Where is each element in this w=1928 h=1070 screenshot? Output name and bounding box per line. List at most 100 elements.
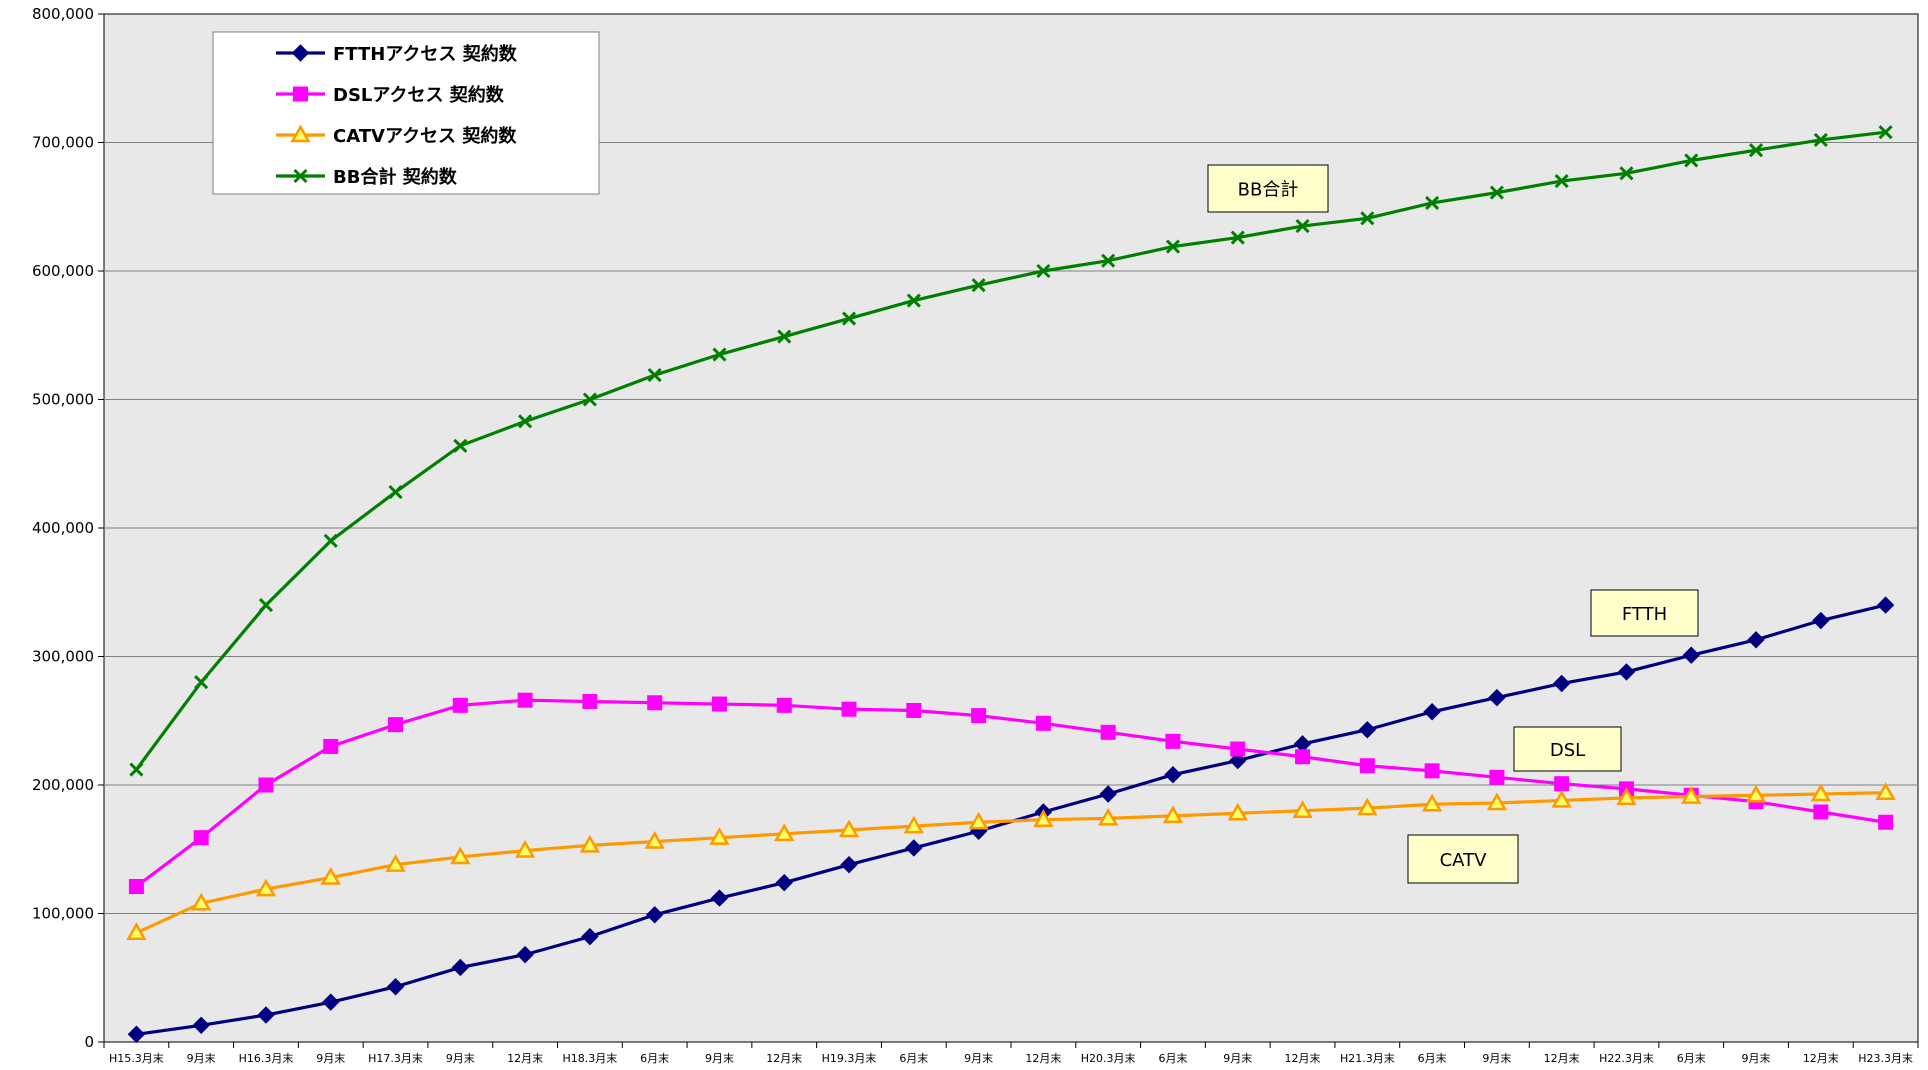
data-point-square xyxy=(1035,715,1051,731)
data-point-x xyxy=(1813,132,1828,147)
data-point-square xyxy=(711,696,727,712)
data-point-triangle xyxy=(385,854,406,872)
data-point-x xyxy=(453,438,468,453)
series-line-triangle xyxy=(135,791,1886,935)
x-tick-label: H21.3月末 xyxy=(1340,1051,1395,1065)
x-tick-label: H19.3月末 xyxy=(822,1051,877,1065)
x-tick-label: H15.3月末 xyxy=(109,1051,164,1065)
x-tick-label: 9月末 xyxy=(1742,1051,1771,1065)
data-point-diamond xyxy=(775,873,793,892)
data-point-diamond xyxy=(1488,688,1506,707)
legend-label: CATVアクセス 契約数 xyxy=(333,125,517,147)
data-point-diamond xyxy=(1747,631,1765,649)
x-tick-label: 9月末 xyxy=(187,1051,216,1065)
y-tick-label: 100,000 xyxy=(32,905,94,923)
data-point-diamond xyxy=(1164,766,1182,784)
legend-box xyxy=(212,31,600,195)
x-tick-label: 6月末 xyxy=(1677,1051,1706,1065)
y-tick-label: 600,000 xyxy=(32,262,94,280)
data-point-square xyxy=(517,692,533,708)
x-tick-label: 12月末 xyxy=(1285,1051,1321,1065)
annotation-label: DSL xyxy=(1513,726,1622,772)
gridlines xyxy=(104,142,1918,914)
data-point-x xyxy=(1165,239,1181,254)
legend-item: DSLアクセス 契約数 xyxy=(276,84,505,106)
data-point-triangle xyxy=(1810,783,1831,802)
data-point-diamond xyxy=(840,855,858,874)
x-tick-label: 12月末 xyxy=(1025,1051,1061,1065)
x-tick-label: H17.3月末 xyxy=(368,1051,423,1065)
data-point-triangle xyxy=(514,840,536,858)
data-point-triangle xyxy=(191,892,212,911)
data-point-triangle xyxy=(1033,809,1054,827)
data-point-diamond xyxy=(1552,674,1571,693)
data-point-diamond xyxy=(1682,646,1700,664)
data-point-diamond xyxy=(322,993,340,1011)
x-tick-label: 9月末 xyxy=(1223,1051,1252,1065)
data-point-x xyxy=(388,484,403,500)
x-tick-label: 6月末 xyxy=(1418,1051,1447,1065)
data-point-triangle xyxy=(1551,789,1572,808)
data-point-diamond xyxy=(1812,611,1830,630)
data-point-x xyxy=(777,329,792,344)
data-point-triangle xyxy=(320,867,341,885)
annotation-label: CATV xyxy=(1407,834,1519,884)
y-tick-label: 200,000 xyxy=(32,776,94,794)
legend-item: FTTHアクセス 契約数 xyxy=(276,43,518,65)
data-point-diamond xyxy=(516,945,534,964)
data-point-x xyxy=(1619,166,1634,181)
data-point-triangle xyxy=(774,823,795,842)
data-point-triangle xyxy=(1098,807,1119,826)
annotation-box xyxy=(1513,726,1622,772)
data-point-triangle xyxy=(838,819,860,838)
annotation-label: BB合計 xyxy=(1207,164,1329,213)
data-point-x xyxy=(841,311,857,326)
data-point-square xyxy=(841,701,857,717)
y-tick-label: 500,000 xyxy=(32,391,94,409)
data-point-diamond xyxy=(905,839,923,857)
data-point-x xyxy=(258,598,274,613)
data-point-x xyxy=(1489,185,1504,200)
legend: FTTHアクセス 契約数 DSLアクセス 契約数 CATVアクセス 契約数 BB合計 … xyxy=(212,31,600,195)
x-tick-label: 6月末 xyxy=(899,1051,928,1065)
legend-swatch-marker xyxy=(293,86,308,102)
data-point-square xyxy=(323,738,339,754)
data-point-square xyxy=(1230,741,1246,757)
y-tick-label: 800,000 xyxy=(32,5,94,23)
x-tick-label: 9月末 xyxy=(705,1051,734,1065)
data-point-triangle xyxy=(1681,786,1702,804)
annotation-text: CATV xyxy=(1440,850,1487,871)
x-tick-label: 9月末 xyxy=(964,1051,993,1065)
x-axis-ticks: H15.3月末 9月末 H16.3月末 9月末 H17.3月末 9月末 12月末 H18.3月… xyxy=(103,1042,1919,1065)
data-point-x xyxy=(647,368,662,383)
data-point-x xyxy=(712,347,727,362)
data-point-square xyxy=(128,879,144,895)
series-triangle xyxy=(126,782,1896,941)
data-point-triangle xyxy=(1616,787,1637,806)
data-point-x xyxy=(1230,230,1245,245)
data-point-square xyxy=(1165,733,1181,749)
data-point-square xyxy=(1295,749,1311,765)
data-point-x xyxy=(1101,253,1116,268)
data-point-diamond xyxy=(645,906,664,924)
data-point-triangle xyxy=(709,827,730,845)
data-point-triangle xyxy=(579,834,601,853)
legend-swatch-marker xyxy=(293,168,308,184)
data-point-square xyxy=(1813,804,1829,820)
legend-item: CATVアクセス 契約数 xyxy=(276,124,517,147)
data-point-triangle xyxy=(450,846,471,865)
data-point-x xyxy=(129,762,144,777)
data-point-x xyxy=(582,392,597,407)
data-point-triangle xyxy=(1745,784,1767,803)
annotation-label: FTTH xyxy=(1590,589,1699,637)
x-tick-label: H22.3月末 xyxy=(1599,1051,1654,1065)
data-point-square xyxy=(1359,758,1375,774)
data-point-square xyxy=(1100,724,1116,740)
data-point-diamond xyxy=(257,1006,275,1024)
y-tick-label: 400,000 xyxy=(32,519,94,537)
data-point-triangle xyxy=(903,815,924,834)
annotation-box xyxy=(1590,589,1699,637)
x-tick-label: 6月末 xyxy=(640,1051,669,1065)
data-point-triangle xyxy=(644,831,665,849)
